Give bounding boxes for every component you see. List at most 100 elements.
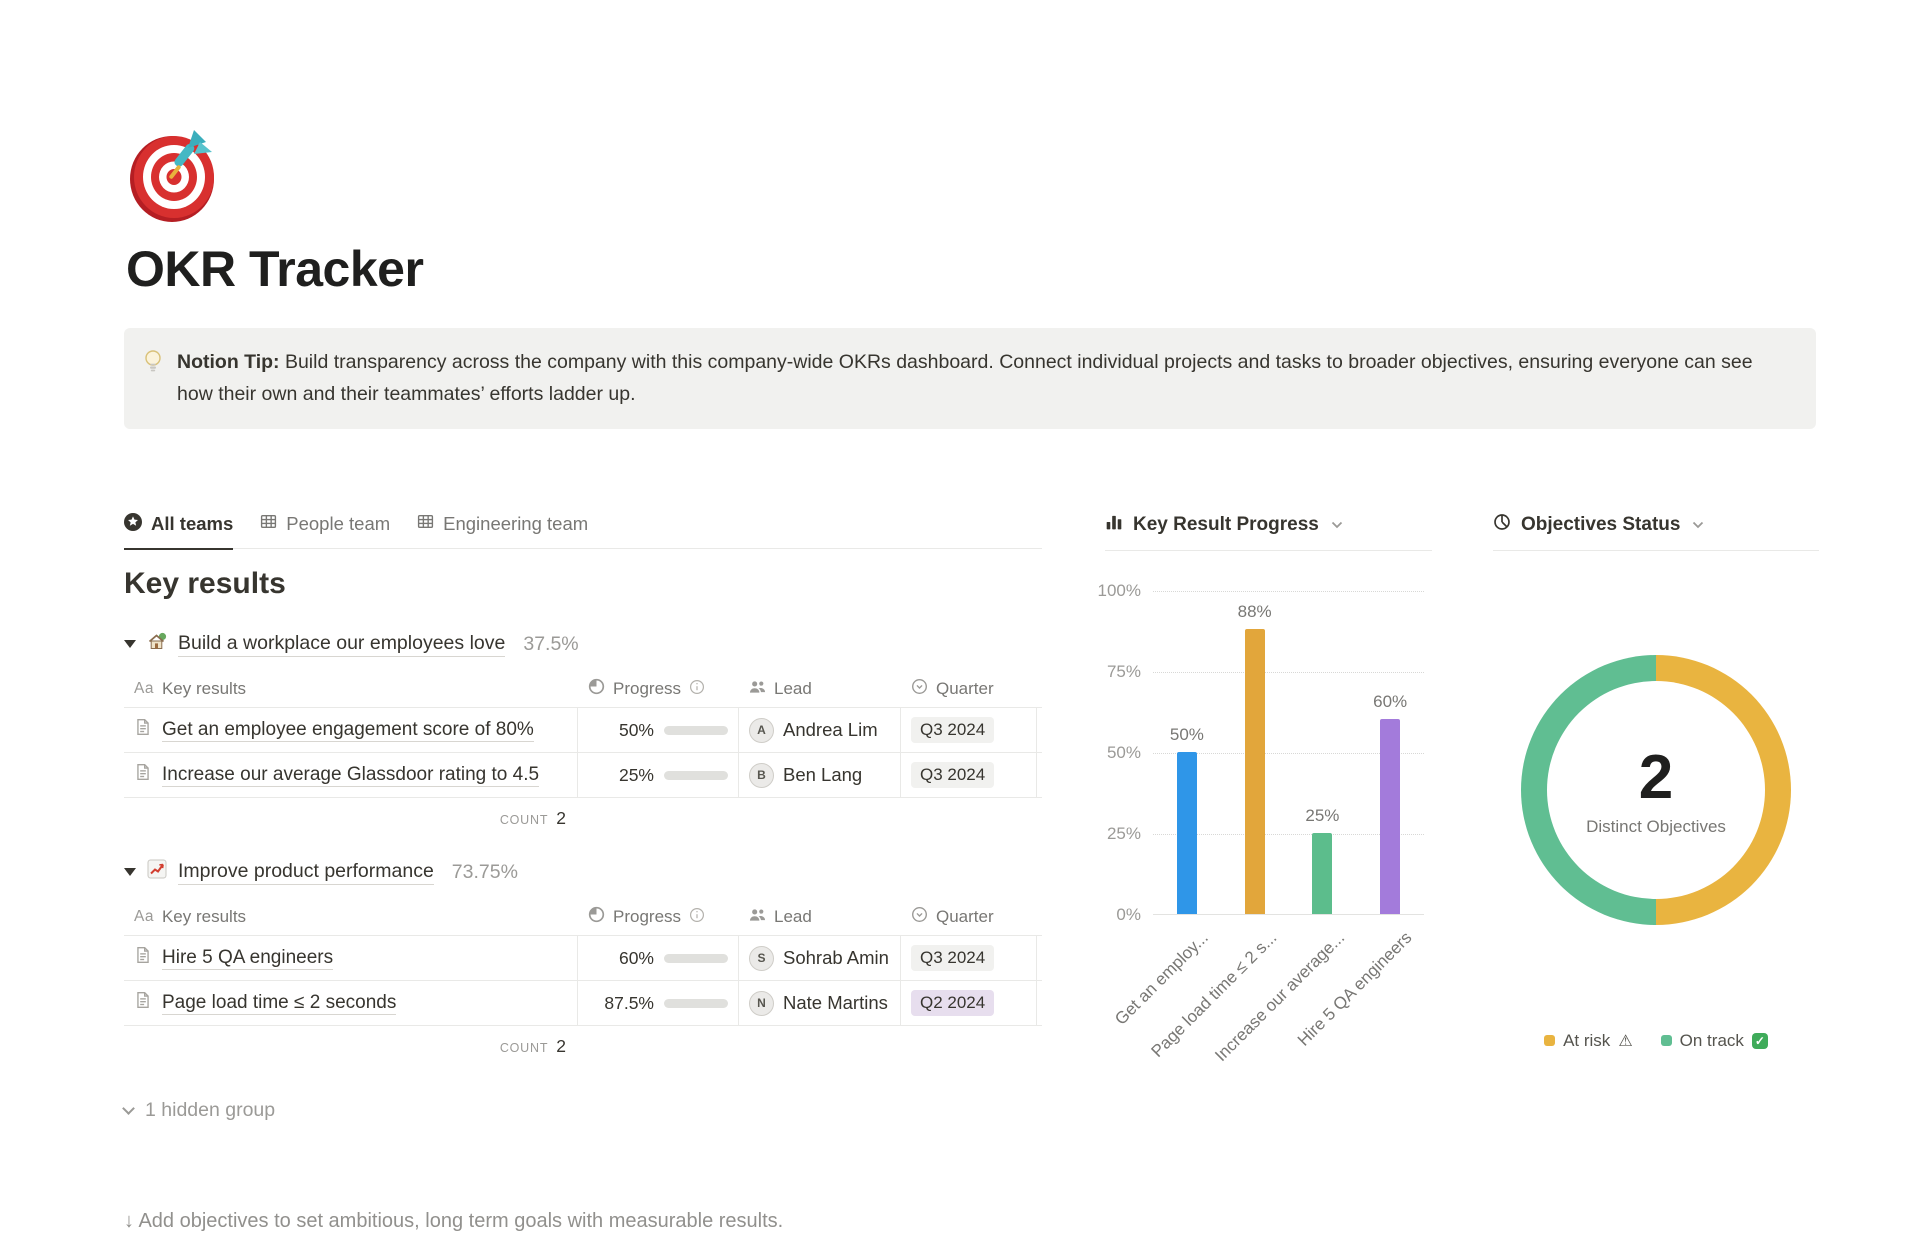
column-header-progress[interactable]: Progress [578, 899, 739, 935]
progress-cell[interactable]: 25% [578, 753, 739, 798]
bar[interactable] [1244, 628, 1265, 914]
bar-column: 25% Increase our average... [1211, 591, 1357, 1065]
quarter-cell[interactable]: Q3 2024 [901, 936, 1037, 981]
table-row: Increase our average Glassdoor rating to… [124, 753, 1042, 799]
lead-cell[interactable]: S Sohrab Amin [739, 936, 901, 981]
y-axis-tick-label: 0% [1116, 904, 1141, 924]
bar[interactable] [1380, 719, 1401, 914]
avatar: B [749, 762, 774, 788]
progress-percent: 87.5% [604, 992, 654, 1013]
quarter-badge[interactable]: Q3 2024 [911, 945, 995, 972]
tab-people-team[interactable]: People team [260, 513, 390, 549]
column-header-quarter[interactable]: Quarter [901, 671, 1037, 707]
donut-ring: 2 Distinct Objectives [1521, 654, 1791, 925]
donut-center: 2 Distinct Objectives [1521, 655, 1791, 925]
target-icon [130, 130, 214, 222]
lead-name: Ben Lang [783, 764, 863, 786]
column-header-label: Progress [613, 679, 682, 699]
objective-progress-percent: 73.75% [451, 860, 518, 883]
bar[interactable] [1312, 832, 1333, 914]
y-axis-tick-label: 25% [1106, 823, 1141, 843]
quarter-cell[interactable]: Q3 2024 [901, 753, 1037, 798]
count-value: 2 [556, 1036, 566, 1057]
bar-value-label: 25% [1305, 805, 1340, 825]
key-result-cell: Hire 5 QA engineers [124, 936, 578, 981]
y-axis-tick-label: 100% [1097, 580, 1141, 600]
info-icon[interactable] [689, 679, 705, 700]
warning-icon: ⚠ [1618, 1032, 1633, 1050]
column-header-key-results[interactable]: Aa Key results [124, 899, 578, 935]
chart-dropdown-chevron-icon[interactable] [1331, 521, 1343, 529]
quarter-badge[interactable]: Q3 2024 [911, 717, 995, 744]
quarter-badge[interactable]: Q2 2024 [911, 990, 995, 1017]
x-axis-category-label: Hire 5 QA engineers [1293, 927, 1416, 1050]
column-header-label: Quarter [936, 679, 994, 699]
chart-dropdown-chevron-icon[interactable] [1692, 521, 1704, 529]
page-doc-icon [134, 718, 152, 742]
chart-header: Key Result Progress [1105, 513, 1432, 551]
objective-groups: Build a workplace our employees love 37.… [124, 631, 1042, 1057]
legend-item[interactable]: On track ✓ [1660, 1030, 1768, 1051]
key-result-link[interactable]: Increase our average Glassdoor rating to… [162, 763, 540, 787]
key-result-link[interactable]: Hire 5 QA engineers [162, 946, 334, 970]
column-header-lead[interactable]: Lead [739, 899, 901, 935]
gridline [1153, 671, 1424, 673]
group-collapse-caret-icon[interactable] [124, 640, 136, 649]
column-header-label: Key results [161, 907, 247, 927]
progress-percent: 50% [618, 719, 654, 740]
progress-percent: 60% [618, 947, 654, 968]
bar-chart-plot: 100% 75% 50% 25% 0% 50% Get an employ... 88% Pag… [1098, 581, 1424, 1065]
info-icon[interactable] [689, 907, 705, 928]
check-icon: ✓ [1751, 1032, 1768, 1049]
avatar: A [749, 717, 774, 743]
donut-legend: At risk ⚠ On track ✓ [1493, 1031, 1819, 1051]
quarter-badge[interactable]: Q3 2024 [911, 762, 995, 789]
lead-cell[interactable]: B Ben Lang [739, 753, 901, 798]
objective-link[interactable]: Improve product performance [178, 860, 434, 885]
rollup-icon [588, 906, 605, 928]
column-header-label: Lead [774, 679, 812, 699]
add-objectives-hint: ↓ Add objectives to set ambitious, long … [124, 1210, 784, 1233]
column-header-progress[interactable]: Progress [578, 671, 739, 707]
lead-cell[interactable]: A Andrea Lim [739, 708, 901, 753]
quarter-cell[interactable]: Q2 2024 [901, 981, 1037, 1026]
objective-group: Build a workplace our employees love 37.… [124, 631, 1042, 829]
quarter-cell[interactable]: Q3 2024 [901, 708, 1037, 753]
progress-cell[interactable]: 60% [578, 936, 739, 981]
tab-label: People team [286, 513, 391, 535]
chart-title: Objectives Status [1521, 513, 1681, 535]
legend-item[interactable]: At risk ⚠ [1544, 1031, 1633, 1051]
tab-all-teams[interactable]: All teams [124, 512, 234, 550]
tab-engineering-team[interactable]: Engineering team [417, 513, 588, 549]
y-axis-tick-label: 50% [1106, 742, 1141, 762]
group-collapse-caret-icon[interactable] [124, 868, 136, 877]
notion-tip-callout: Notion Tip: Build transparency across th… [124, 328, 1816, 429]
progress-bar [664, 953, 728, 963]
column-header-key-results[interactable]: Aa Key results [124, 671, 578, 707]
progress-bar [664, 725, 728, 735]
key-results-table: Aa Key results Progress Lead [124, 899, 1042, 1057]
lead-cell[interactable]: N Nate Martins [739, 981, 901, 1026]
column-header-quarter[interactable]: Quarter [901, 899, 1037, 935]
key-result-progress-chart: Key Result Progress 100% 75% 50% 25% 0% 50% Ge… [1098, 513, 1432, 1065]
page-doc-icon [134, 946, 152, 970]
key-result-cell: Get an employee engagement score of 80% [124, 708, 578, 753]
legend-label: On track [1679, 1030, 1744, 1050]
dashboard-row: All teams People team Engineering team K… [122, 512, 1920, 1233]
count-row[interactable]: COUNT 2 [124, 808, 578, 829]
progress-cell[interactable]: 50% [578, 708, 739, 753]
objective-link[interactable]: Build a workplace our employees love [178, 632, 506, 657]
progress-cell[interactable]: 87.5% [578, 981, 739, 1026]
hidden-group-toggle[interactable]: 1 hidden group [122, 1099, 1042, 1122]
page-icon-target-emoji[interactable] [124, 122, 228, 226]
count-row[interactable]: COUNT 2 [124, 1036, 578, 1057]
table-icon [417, 513, 434, 535]
bar[interactable] [1176, 751, 1197, 914]
chart-title: Key Result Progress [1133, 513, 1319, 535]
star-circle-icon [124, 512, 142, 536]
key-result-link[interactable]: Page load time ≤ 2 seconds [162, 991, 397, 1015]
column-header-lead[interactable]: Lead [739, 671, 901, 707]
key-result-link[interactable]: Get an employee engagement score of 80% [162, 718, 534, 742]
progress-bar [664, 770, 728, 780]
section-title: Key results [124, 567, 286, 601]
